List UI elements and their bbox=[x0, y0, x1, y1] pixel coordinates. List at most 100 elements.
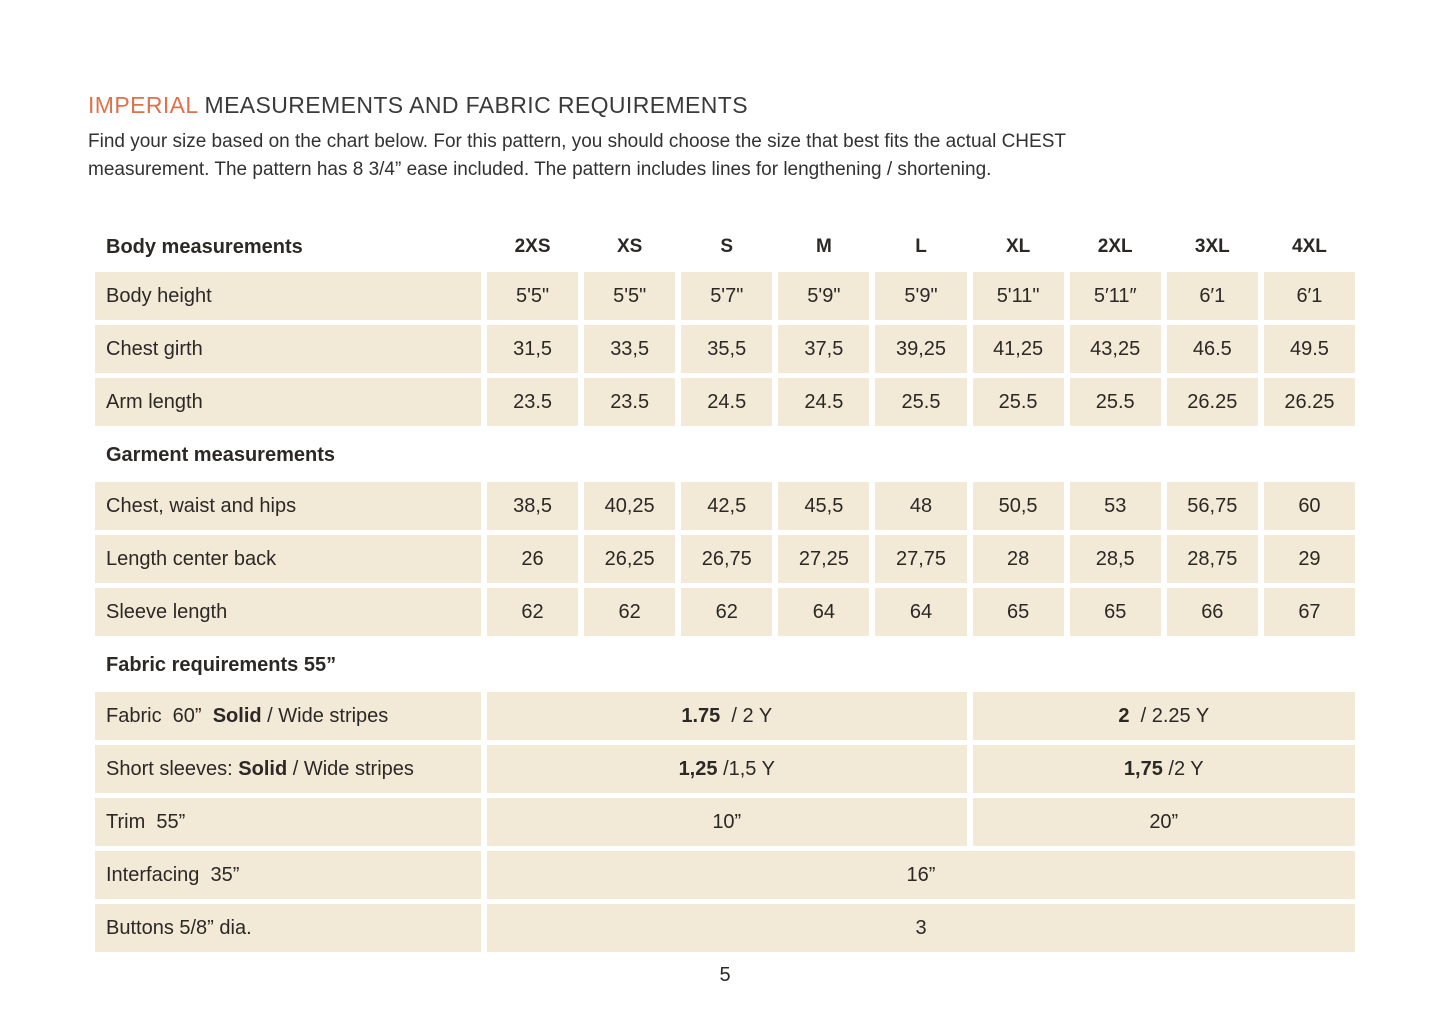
value-cell: 53 bbox=[1069, 482, 1161, 530]
value-cell: 26,25 bbox=[584, 535, 676, 583]
row-label-bold: Solid bbox=[238, 757, 288, 780]
value-cell: 65 bbox=[1069, 588, 1161, 636]
table-row-sleeve-length: Sleeve length 62 62 62 64 64 65 65 66 67 bbox=[95, 588, 1355, 636]
size-table: Body measurements 2XS XS S M L XL 2XL 3X… bbox=[95, 230, 1355, 952]
value-cell: 27,25 bbox=[778, 535, 870, 583]
value-cell: 43,25 bbox=[1069, 325, 1161, 373]
value-cell: 66 bbox=[1166, 588, 1258, 636]
value-cell-all-sizes: 16” bbox=[487, 851, 1355, 899]
value-cell: 56,75 bbox=[1166, 482, 1258, 530]
value-cell: 60 bbox=[1263, 482, 1355, 530]
value-cell: 24.5 bbox=[681, 378, 773, 426]
value-cell: 38,5 bbox=[487, 482, 579, 530]
value-cell: 29 bbox=[1263, 535, 1355, 583]
row-label-suffix: / Wide stripes bbox=[261, 704, 389, 727]
intro-line-1: Find your size based on the chart below.… bbox=[88, 131, 1066, 152]
value-cell-small-sizes: 10” bbox=[487, 798, 967, 846]
table-row-chest-waist-hips: Chest, waist and hips 38,5 40,25 42,5 45… bbox=[95, 482, 1355, 530]
value-bold: 2 bbox=[1118, 704, 1130, 727]
value-cell: 62 bbox=[681, 588, 773, 636]
table-row-chest-girth: Chest girth 31,5 33,5 35,5 37,5 39,25 41… bbox=[95, 325, 1355, 373]
value-cell: 40,25 bbox=[584, 482, 676, 530]
value-cell: 65 bbox=[972, 588, 1064, 636]
value-cell: 64 bbox=[875, 588, 967, 636]
value-bold: 1,75 bbox=[1123, 757, 1163, 780]
row-label: Arm length bbox=[95, 378, 481, 426]
value-cell: 26,75 bbox=[681, 535, 773, 583]
value-cell: 45,5 bbox=[778, 482, 870, 530]
table-row-length-center-back: Length center back 26 26,25 26,75 27,25 … bbox=[95, 535, 1355, 583]
value-cell: 33,5 bbox=[584, 325, 676, 373]
section-fabric-requirements: Fabric requirements 55” bbox=[106, 654, 337, 676]
value-cell-large-sizes: 2 / 2.25 Y bbox=[972, 692, 1355, 740]
value-cell: 25.5 bbox=[972, 378, 1064, 426]
row-label: Fabric 60” Solid / Wide stripes bbox=[95, 692, 481, 740]
value-cell: 26.25 bbox=[1263, 378, 1355, 426]
value-bold: 1,25 bbox=[678, 757, 718, 780]
page-title: IMPERIAL MEASUREMENTS AND FABRIC REQUIRE… bbox=[88, 92, 1445, 119]
value-cell: 39,25 bbox=[875, 325, 967, 373]
value-cell: 5'11" bbox=[972, 272, 1064, 320]
column-header-size-3xl: 3XL bbox=[1194, 236, 1230, 257]
value-cell: 5'9" bbox=[875, 272, 967, 320]
row-label: Length center back bbox=[95, 535, 481, 583]
value-cell-small-sizes: 1.75 / 2 Y bbox=[487, 692, 967, 740]
value-cell: 64 bbox=[778, 588, 870, 636]
column-header-size-s: S bbox=[720, 236, 734, 257]
value-cell: 46.5 bbox=[1166, 325, 1258, 373]
value-cell: 28 bbox=[972, 535, 1064, 583]
column-header-size-xs: XS bbox=[616, 236, 643, 257]
row-label-bold: Solid bbox=[212, 704, 262, 727]
value-cell-large-sizes: 1,75 /2 Y bbox=[972, 745, 1355, 793]
value-cell: 6′1 bbox=[1166, 272, 1258, 320]
value-cell: 49.5 bbox=[1263, 325, 1355, 373]
row-label: Interfacing 35” bbox=[95, 851, 481, 899]
row-label: Body height bbox=[95, 272, 481, 320]
row-label: Chest girth bbox=[95, 325, 481, 373]
value-cell-all-sizes: 3 bbox=[487, 904, 1355, 952]
value-cell: 5'7" bbox=[681, 272, 773, 320]
value-cell: 23.5 bbox=[584, 378, 676, 426]
value-cell: 26.25 bbox=[1166, 378, 1258, 426]
row-label: Short sleeves: Solid / Wide stripes bbox=[95, 745, 481, 793]
row-label: Trim 55” bbox=[95, 798, 481, 846]
value-cell: 6′1 bbox=[1263, 272, 1355, 320]
table-row-trim: Trim 55” 10” 20” bbox=[95, 798, 1355, 846]
value-cell: 62 bbox=[584, 588, 676, 636]
table-header-row: Body measurements 2XS XS S M L XL 2XL 3X… bbox=[95, 230, 1355, 264]
value-rest: / 2 Y bbox=[720, 704, 773, 727]
column-header-size-m: M bbox=[815, 236, 832, 257]
row-label-prefix: Short sleeves: bbox=[106, 757, 239, 780]
value-cell: 31,5 bbox=[487, 325, 579, 373]
value-rest: /1,5 Y bbox=[717, 757, 775, 780]
value-cell: 41,25 bbox=[972, 325, 1064, 373]
page-title-rest: MEASUREMENTS AND FABRIC REQUIREMENTS bbox=[197, 92, 748, 118]
row-label: Sleeve length bbox=[95, 588, 481, 636]
column-header-size-4xl: 4XL bbox=[1292, 236, 1327, 257]
value-rest: /2 Y bbox=[1162, 757, 1204, 780]
value-cell: 27,75 bbox=[875, 535, 967, 583]
value-cell: 24.5 bbox=[778, 378, 870, 426]
value-bold: 1.75 bbox=[681, 704, 721, 727]
column-header-size-2xl: 2XL bbox=[1097, 236, 1133, 257]
row-label-suffix: / Wide stripes bbox=[287, 757, 414, 780]
value-cell: 37,5 bbox=[778, 325, 870, 373]
value-cell: 28,75 bbox=[1166, 535, 1258, 583]
value-cell: 35,5 bbox=[681, 325, 773, 373]
value-cell: 42,5 bbox=[681, 482, 773, 530]
column-header-body-measurements: Body measurements bbox=[106, 235, 303, 258]
value-cell-small-sizes: 1,25 /1,5 Y bbox=[487, 745, 967, 793]
page-number: 5 bbox=[719, 964, 731, 986]
value-cell: 23.5 bbox=[487, 378, 579, 426]
value-cell-large-sizes: 20” bbox=[972, 798, 1355, 846]
column-header-size-xl: XL bbox=[1005, 236, 1031, 257]
value-cell: 50,5 bbox=[972, 482, 1064, 530]
value-cell: 5'5" bbox=[487, 272, 579, 320]
intro-paragraph: Find your size based on the chart below.… bbox=[88, 128, 1445, 184]
value-cell: 28,5 bbox=[1069, 535, 1161, 583]
row-label-prefix: Fabric 60” bbox=[106, 704, 213, 727]
value-cell: 5'9" bbox=[778, 272, 870, 320]
value-cell: 26 bbox=[487, 535, 579, 583]
table-row-short-sleeves-yardage: Short sleeves: Solid / Wide stripes 1,25… bbox=[95, 745, 1355, 793]
row-label: Buttons 5/8” dia. bbox=[95, 904, 481, 952]
